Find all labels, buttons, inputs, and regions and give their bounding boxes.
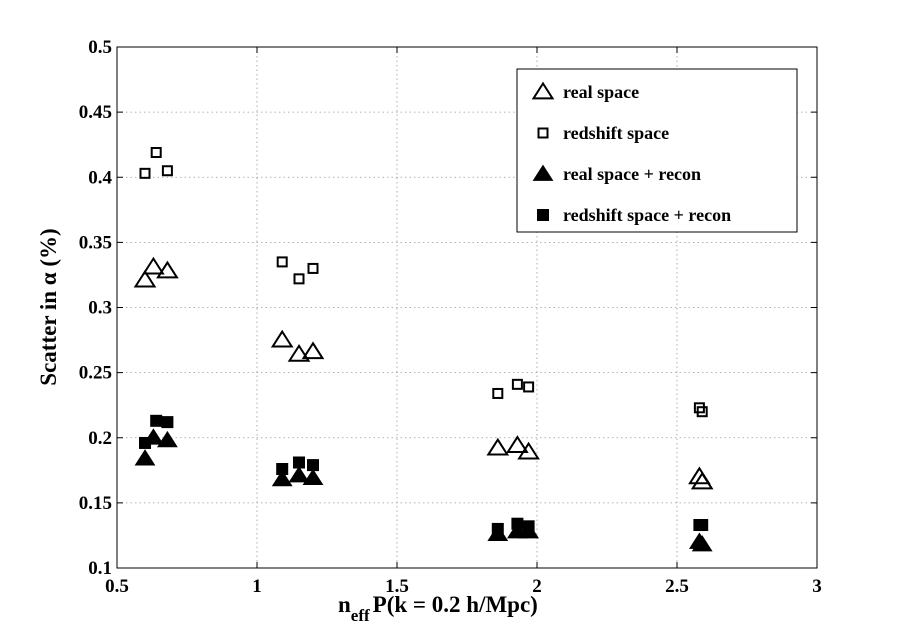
axis-ticks	[116, 46, 818, 569]
legend-label: real space	[563, 82, 639, 102]
square-open-point	[139, 167, 151, 179]
triangle-filled-point	[691, 535, 713, 552]
data-markers	[133, 147, 714, 552]
triangle-open-point	[133, 269, 157, 288]
square-filled-point	[150, 414, 163, 427]
x-tick-labels: 0.5 1 1.5 2 2.5 3	[105, 576, 822, 597]
y-tick-label: 0.4	[88, 167, 112, 188]
x-tick-label: 1.5	[385, 576, 409, 597]
y-tick-label: 0.15	[79, 493, 112, 514]
legend-label: real space + recon	[563, 164, 701, 184]
square-filled-point	[161, 416, 174, 429]
x-tick-label: 2.5	[665, 576, 689, 597]
series-square-open	[139, 147, 708, 418]
y-tick-label: 0.35	[79, 232, 112, 253]
legend-marker-square-open	[537, 127, 549, 139]
triangle-open-point	[287, 344, 311, 362]
square-filled-point	[307, 459, 319, 472]
triangle-filled-point	[271, 470, 293, 487]
triangle-open-point	[506, 435, 529, 453]
legend-box	[516, 68, 798, 233]
legend-marker-triangle-filled	[532, 164, 554, 181]
series-square-filled	[139, 414, 709, 535]
x-axis-title-subscript: eff	[351, 606, 370, 625]
square-filled-point	[696, 519, 709, 532]
triangle-open-point	[517, 441, 540, 460]
legend-items: real space redshift space real space + rec…	[531, 81, 731, 225]
y-tick-label: 0.3	[88, 298, 112, 319]
triangle-open-point	[690, 471, 714, 490]
triangle-filled-point	[288, 466, 310, 483]
square-filled-point	[139, 436, 151, 449]
legend-marker-triangle-open	[531, 81, 555, 100]
square-open-point	[293, 273, 305, 285]
y-axis-title: Scatter in α (%)	[36, 228, 61, 385]
y-tick-label: 0.2	[88, 428, 112, 449]
y-tick-label: 0.5	[88, 37, 112, 58]
square-filled-point	[522, 520, 535, 533]
x-tick-label: 0.5	[105, 576, 129, 597]
legend-item: real space	[531, 81, 639, 102]
legend-item: redshift space + recon	[537, 205, 731, 225]
series-triangle-open	[133, 256, 714, 490]
square-open-point	[276, 256, 288, 268]
legend-label: redshift space	[563, 123, 669, 143]
square-filled-point	[491, 522, 504, 535]
x-tick-label: 3	[812, 576, 822, 597]
square-open-point	[307, 262, 319, 274]
legend-label: redshift space + recon	[563, 205, 731, 225]
square-open-point	[511, 378, 523, 390]
triangle-filled-point	[156, 430, 178, 448]
y-tick-label: 0.1	[88, 558, 112, 579]
legend: real space redshift space real space + rec…	[516, 68, 798, 233]
x-tick-label: 2	[532, 576, 542, 597]
legend-item: real space + recon	[532, 164, 701, 184]
triangle-open-point	[142, 256, 165, 275]
y-tick-label: 0.25	[79, 363, 112, 384]
series-triangle-filled	[134, 428, 713, 552]
square-filled-point	[293, 456, 305, 469]
square-open-point	[523, 381, 535, 393]
legend-item: redshift space	[537, 123, 669, 143]
x-axis-title: neff P(k = 0.2 h/Mpc)	[338, 592, 538, 625]
legend-marker-square-filled	[537, 209, 549, 221]
triangle-filled-point	[302, 468, 324, 486]
square-open-point	[161, 165, 173, 177]
square-open-point	[696, 406, 708, 418]
y-tick-label: 0.45	[79, 102, 112, 123]
triangle-open-point	[270, 329, 294, 348]
square-filled-point	[276, 463, 289, 476]
triangle-open-point	[156, 260, 179, 279]
x-axis-title-rest: P(k = 0.2 h/Mpc)	[373, 592, 538, 617]
x-axis-title-main: n	[338, 592, 351, 617]
triangle-open-point	[301, 341, 325, 360]
triangle-filled-point	[134, 449, 156, 466]
square-filled-point	[511, 517, 524, 530]
triangle-open-point	[486, 437, 510, 456]
y-tick-labels: 0.1 0.15 0.2 0.25 0.3 0.35 0.4 0.45 0.5	[79, 37, 113, 579]
x-tick-label: 1	[252, 576, 262, 597]
square-open-point	[150, 147, 162, 159]
square-open-point	[492, 387, 504, 399]
